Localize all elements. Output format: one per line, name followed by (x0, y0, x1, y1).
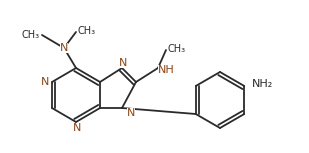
Text: CH₃: CH₃ (22, 30, 40, 40)
Text: NH: NH (158, 65, 175, 75)
Text: N: N (127, 108, 135, 118)
Text: CH₃: CH₃ (78, 26, 96, 36)
Text: N: N (73, 123, 81, 133)
Text: NH₂: NH₂ (252, 79, 273, 89)
Text: N: N (40, 77, 49, 87)
Text: N: N (119, 58, 127, 68)
Text: CH₃: CH₃ (168, 44, 186, 54)
Text: N: N (60, 43, 68, 53)
